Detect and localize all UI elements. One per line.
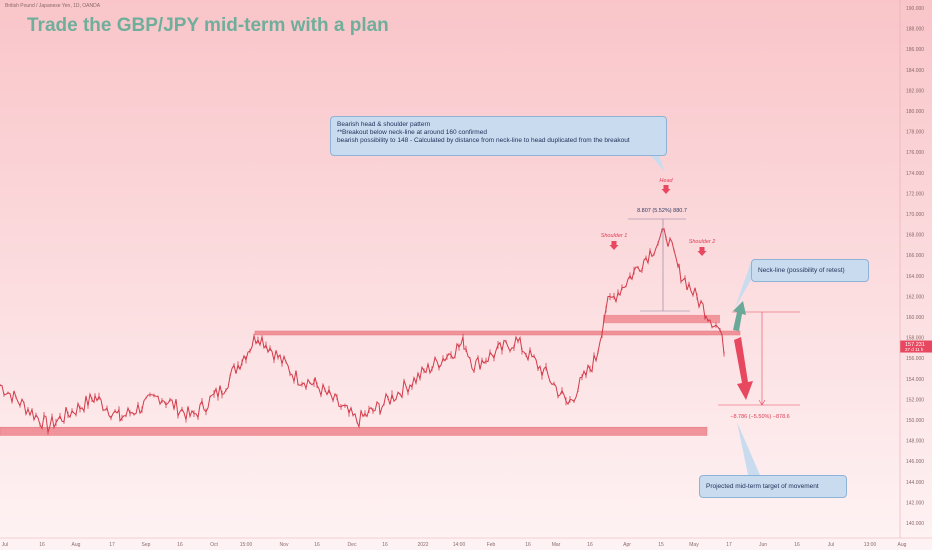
callout-line: **Breakout below neck-line at around 160… — [337, 129, 487, 136]
y-tick-label: 178.000 — [906, 130, 924, 136]
y-tick-label: 172.000 — [906, 191, 924, 197]
x-tick-label: Jul — [2, 542, 8, 548]
x-tick-label: 15 — [658, 542, 664, 548]
y-tick-label: 160.000 — [906, 315, 924, 321]
x-tick-label: Apr — [623, 542, 631, 548]
x-tick-label: 16 — [177, 542, 183, 548]
x-tick-label: 2022 — [417, 542, 428, 548]
y-tick-label: 164.000 — [906, 274, 924, 280]
x-tick-label: May — [689, 542, 699, 548]
y-tick-label: 182.000 — [906, 88, 924, 94]
y-tick-label: 144.000 — [906, 480, 924, 486]
x-tick-label: Dec — [348, 542, 357, 548]
x-tick-label: 16 — [314, 542, 320, 548]
x-tick-label: Oct — [210, 542, 218, 548]
callout-line: bearish possibility to 148 - Calculated … — [337, 137, 630, 144]
y-tick-label: 146.000 — [906, 459, 924, 465]
price-series-line — [0, 228, 725, 433]
x-tick-label: Nov — [280, 542, 289, 548]
x-tick-label: 17 — [109, 542, 115, 548]
x-tick-label: Jul — [828, 542, 834, 548]
neck-callout-pointer — [735, 262, 756, 308]
x-tick-label: 13:00 — [864, 542, 877, 548]
y-tick-label: 174.000 — [906, 171, 924, 177]
x-tick-label: Mar — [552, 542, 561, 548]
x-tick-label: Aug — [72, 542, 81, 548]
neck-line-callout: Neck-line (possibility of retest) — [751, 259, 869, 282]
x-tick-label: 14:00 — [453, 542, 466, 548]
y-tick-label: 140.000 — [906, 521, 924, 527]
y-tick-label: 156.000 — [906, 356, 924, 362]
head-arrow-icon — [661, 185, 671, 194]
retest-arrow-icon — [733, 301, 746, 331]
breakout-zone — [254, 330, 741, 336]
y-tick-label: 162.000 — [906, 294, 924, 300]
support-zone — [0, 426, 708, 436]
head-shoulder-callout: Bearish head & shoulder pattern **Breako… — [330, 116, 667, 156]
x-tick-label: Aug — [898, 542, 907, 548]
target-callout-text: Projected mid-term target of movement — [706, 483, 819, 490]
y-tick-label: 168.000 — [906, 233, 924, 239]
head-measure-label: 8.807 (5.52%) 880.7 — [637, 208, 687, 214]
y-tick-label: 184.000 — [906, 68, 924, 74]
neck-line-callout-text: Neck-line (possibility of retest) — [758, 267, 845, 274]
bearish-arrow-icon — [734, 337, 753, 400]
y-tick-label: 158.000 — [906, 336, 924, 342]
current-price-countdown: 27 d 11 h — [905, 347, 924, 352]
y-tick-label: 170.000 — [906, 212, 924, 218]
neck-line-zone — [603, 314, 720, 324]
x-tick-label: 16 — [525, 542, 531, 548]
x-tick-label: 16 — [587, 542, 593, 548]
x-tick-label: Feb — [487, 542, 496, 548]
y-tick-label: 176.000 — [906, 150, 924, 156]
y-tick-label: 150.000 — [906, 418, 924, 424]
x-tick-label: 16 — [382, 542, 388, 548]
current-price-label: 157.231 — [905, 342, 925, 348]
y-tick-label: 154.000 — [906, 377, 924, 383]
y-tick-label: 188.000 — [906, 27, 924, 33]
target-measure-label: −8.786 (−5.50%) −878.6 — [730, 414, 789, 420]
current-price-tag — [900, 340, 932, 353]
target-measure-tip — [758, 399, 766, 406]
shoulder-2-label: Shoulder 2 — [689, 239, 716, 245]
y-tick-label: 142.000 — [906, 500, 924, 506]
chart-symbol: British Pound / Japanese Yen, 1D, OANDA — [5, 3, 101, 9]
y-tick-label: 186.000 — [906, 47, 924, 53]
x-tick-label: Sep — [142, 542, 151, 548]
page-title: Trade the GBP/JPY mid-term with a plan — [27, 15, 389, 36]
x-tick-label: 17 — [726, 542, 732, 548]
head-label: Head — [659, 178, 673, 184]
x-tick-label: Jun — [759, 542, 767, 548]
shoulder-1-label: Shoulder 1 — [601, 233, 628, 239]
y-tick-label: 190.000 — [906, 6, 924, 12]
x-tick-label: 16 — [794, 542, 800, 548]
y-tick-label: 166.000 — [906, 253, 924, 259]
y-tick-label: 152.000 — [906, 397, 924, 403]
shoulder-2-arrow-icon — [697, 247, 707, 256]
x-tick-label: 15:00 — [240, 542, 253, 548]
callout-line: Bearish head & shoulder pattern — [337, 121, 431, 128]
y-tick-label: 180.000 — [906, 109, 924, 115]
x-tick-label: 16 — [39, 542, 45, 548]
y-tick-label: 148.000 — [906, 439, 924, 445]
target-callout: Projected mid-term target of movement — [699, 475, 847, 498]
target-callout-pointer — [737, 422, 760, 475]
shoulder-1-arrow-icon — [609, 241, 619, 250]
